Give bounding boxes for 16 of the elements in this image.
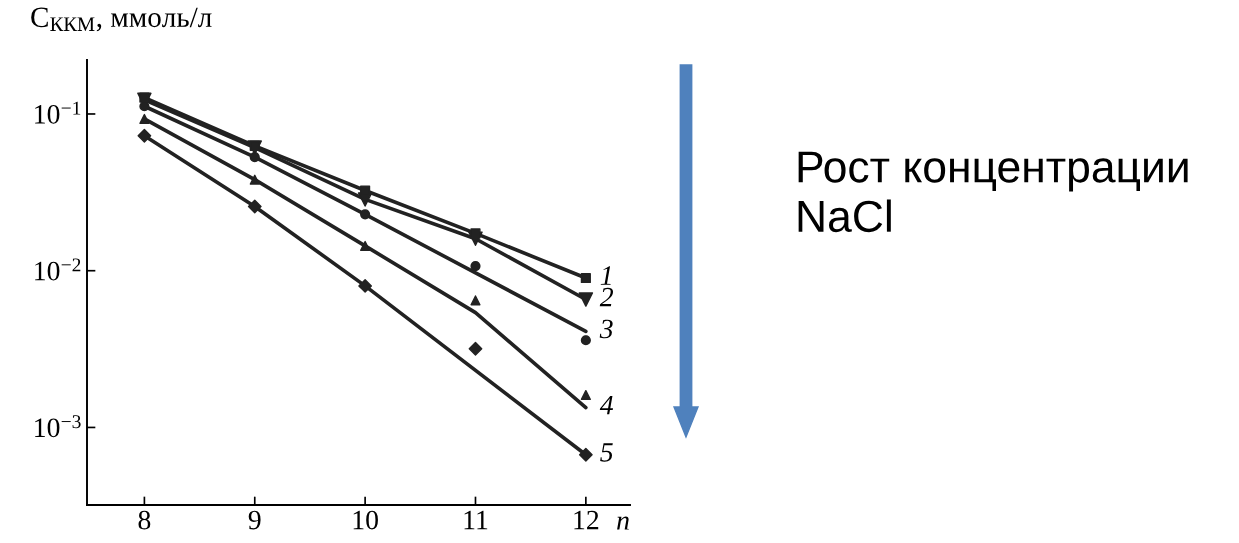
series-label: 3 <box>599 319 613 339</box>
x-tick-label: 11 <box>464 510 488 530</box>
series-label: 1 <box>600 266 611 285</box>
x-axis-title: n <box>617 516 629 530</box>
series-label: 5 <box>600 443 613 462</box>
x-tick-label: 8 <box>138 510 151 530</box>
x-tick-label: 10 <box>353 510 378 530</box>
y-tick-label: 10$^{−1}$ <box>35 101 81 124</box>
y-tick-label: 10$^{−2}$ <box>35 258 81 281</box>
text: Рост концентрации NaCl <box>798 151 1188 233</box>
series-label: 2 <box>599 287 614 307</box>
x-tick-label: 9 <box>248 510 261 530</box>
y-axis-title: C$_{ККМ}$, ммоль/л <box>31 7 212 32</box>
series-label: 4 <box>599 395 614 415</box>
x-tick-label: 12 <box>574 510 599 530</box>
y-tick-label: 10$^{−3}$ <box>35 415 81 438</box>
